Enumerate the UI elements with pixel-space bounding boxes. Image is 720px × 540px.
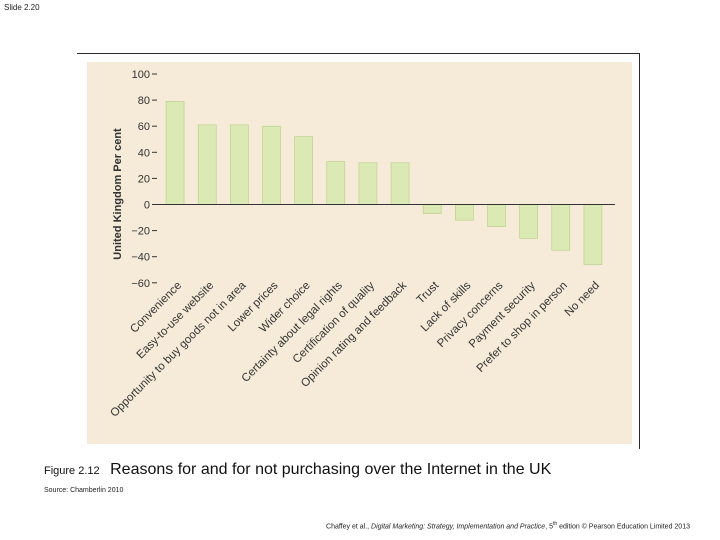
y-tick-label: 0: [144, 200, 150, 212]
y-axis: 100 80 60 40 20 0 −20 −40 −60: [131, 69, 157, 290]
y-tick-label: −40: [131, 252, 150, 264]
figure-title: Reasons for and for not purchasing over …: [110, 461, 552, 478]
slide-number: Slide 2.20: [4, 3, 40, 12]
y-tick-label: 100: [132, 69, 150, 81]
bar: [197, 124, 217, 205]
y-tick-label: 40: [138, 147, 150, 159]
y-tick-label: −60: [131, 278, 150, 290]
bar: [455, 204, 474, 221]
bars: [165, 101, 603, 265]
citation-prefix: Chaffey et al.,: [326, 523, 372, 531]
citation-edition-sup: th: [553, 521, 558, 527]
y-tick-label: −20: [131, 226, 150, 238]
y-tick-label: 60: [138, 121, 150, 133]
y-axis-label: United Kingdom Per cent: [112, 128, 124, 260]
source-note: Source: Chamberlin 2010: [44, 487, 124, 494]
citation-book: Digital Marketing: Strategy, Implementat…: [371, 523, 546, 531]
bar: [262, 125, 281, 205]
bar: [230, 124, 249, 205]
bar-chart: United Kingdom Per cent 100 80 60 40 20 0 −20 −…: [87, 62, 632, 444]
bar: [422, 204, 442, 214]
bar: [519, 204, 538, 239]
figure-number: Figure 2.12: [44, 465, 100, 477]
bar: [358, 162, 378, 205]
citation-suffix: edition © Pearson Education Limited 2013: [557, 523, 690, 531]
bar: [326, 161, 346, 205]
bar: [551, 204, 571, 251]
citation: Chaffey et al., Digital Marketing: Strat…: [326, 521, 690, 530]
figure-caption: Figure 2.12 Reasons for and for not purc…: [44, 461, 551, 479]
bar: [294, 136, 313, 205]
bar: [487, 204, 506, 227]
y-tick-label: 80: [138, 95, 150, 107]
bar: [583, 204, 603, 265]
bar: [165, 101, 185, 205]
citation-edition: , 5: [545, 523, 554, 531]
bar: [390, 162, 410, 205]
y-tick-label: 20: [138, 173, 150, 185]
